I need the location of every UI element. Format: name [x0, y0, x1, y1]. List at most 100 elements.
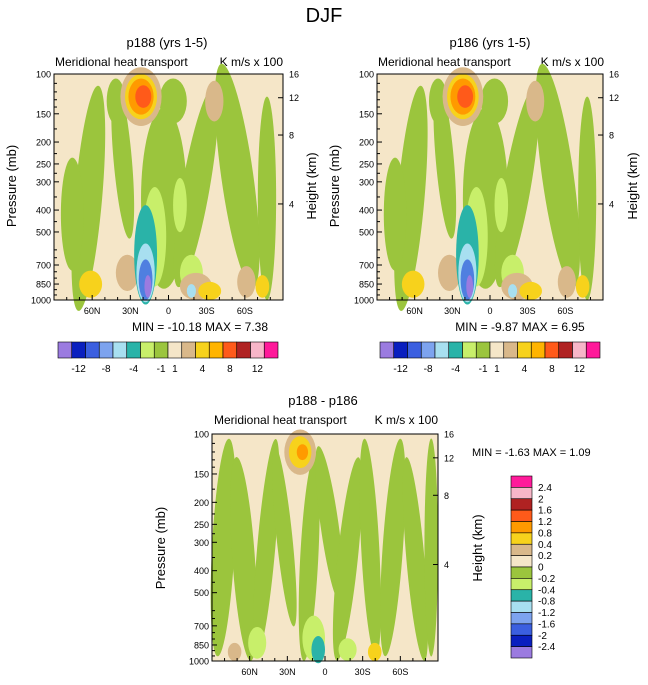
contour-plot — [210, 429, 438, 664]
colorbar-swatch — [517, 341, 532, 359]
min-max-stats: MIN = -10.18 MAX = 7.38 — [132, 320, 268, 334]
x-tick-label: 30S — [520, 306, 536, 316]
y-tick-label: 200 — [359, 138, 374, 148]
colorbar-swatch — [153, 341, 169, 359]
colorbar-swatch — [544, 341, 560, 359]
y-right-tick-label: 8 — [609, 131, 614, 141]
colorbar-swatch — [379, 341, 395, 359]
colorbar-label: 2 — [538, 494, 544, 505]
colorbar-label: 8 — [549, 364, 555, 375]
axes: 100 150 200 250 300 400 500 700 850 1000 16 12 8 4 60N… — [31, 70, 299, 317]
contour-region — [457, 85, 474, 108]
contour-region — [315, 446, 344, 604]
colorbar-swatch — [407, 341, 422, 359]
colorbar-label: 8 — [227, 364, 233, 375]
x-tick-label: 30N — [122, 306, 139, 316]
colorbar-swatch — [510, 566, 533, 579]
colorbar-swatch — [510, 612, 533, 625]
colorbar-label: -1.6 — [538, 619, 556, 630]
panel-difference: p188 - p186 Meridional heat transport K … — [153, 393, 591, 677]
contour-region — [173, 177, 187, 233]
colorbar-swatch — [510, 532, 533, 545]
contour-region — [227, 642, 242, 661]
contour-region — [135, 85, 152, 108]
contour-region — [380, 438, 406, 657]
colorbar-label: 1.2 — [538, 517, 552, 528]
contour-region — [508, 284, 518, 298]
contour-region — [428, 78, 448, 124]
contour-region — [480, 78, 509, 124]
colorbar-swatch — [585, 341, 601, 359]
x-tick-label: 30N — [279, 667, 296, 677]
y-axis-label: Pressure (mb) — [153, 507, 168, 589]
x-tick-label: 60N — [84, 306, 101, 316]
contour-region — [296, 444, 309, 461]
colorbar-label: -8 — [424, 364, 433, 375]
contour-region — [494, 86, 540, 288]
contour-region — [230, 456, 257, 661]
colorbar-swatch — [510, 589, 533, 602]
panel-p186: p186 (yrs 1-5) Meridional heat transport… — [327, 35, 640, 375]
contour-region — [106, 78, 125, 124]
panel-subtitle-right: K m/s x 100 — [541, 55, 605, 69]
y-axis-label: Pressure (mb) — [327, 145, 342, 227]
x-tick-label: 0 — [487, 306, 492, 316]
panel-subtitle-right: K m/s x 100 — [375, 413, 439, 427]
y-right-tick-label: 8 — [444, 491, 449, 501]
panel-subtitle-left: Meridional heat transport — [214, 413, 347, 427]
colorbar-swatch — [503, 341, 518, 359]
y-right-tick-label: 8 — [289, 131, 294, 141]
y-axis-label-right: Height (km) — [470, 514, 485, 581]
colorbar-swatch — [126, 341, 141, 359]
y-tick-label: 150 — [194, 469, 209, 479]
colorbar-swatch — [448, 341, 463, 359]
colorbar-swatch — [98, 341, 114, 359]
colorbar-swatch — [167, 341, 183, 359]
y-tick-label: 150 — [36, 109, 51, 119]
contour-region — [401, 270, 425, 298]
panel-p188: p188 (yrs 1-5) Meridional heat transport… — [4, 35, 319, 375]
contour-plot — [54, 63, 283, 311]
colorbar-label: 12 — [574, 364, 586, 375]
colorbar-swatch — [263, 341, 279, 359]
panel-subtitle-right: K m/s x 100 — [220, 55, 284, 69]
colorbar-label: 0.4 — [538, 540, 552, 551]
contour-region — [159, 78, 187, 124]
y-tick-label: 850 — [194, 640, 209, 650]
panel-subtitle-left: Meridional heat transport — [55, 55, 188, 69]
x-tick-label: 60S — [392, 667, 408, 677]
x-tick-label: 60N — [241, 667, 258, 677]
colorbar: -12 -8 -4 -1 1 4 8 12 — [379, 341, 601, 375]
colorbar-label: -2.4 — [538, 642, 556, 653]
page-title: DJF — [306, 5, 343, 27]
y-tick-label: 250 — [359, 159, 374, 169]
y-tick-label: 250 — [36, 159, 51, 169]
y-tick-label: 850 — [36, 280, 51, 290]
y-tick-label: 150 — [359, 109, 374, 119]
contour-region — [466, 275, 474, 298]
y-tick-label: 850 — [359, 280, 374, 290]
colorbar: -12 -8 -4 -1 1 4 8 12 — [57, 341, 279, 375]
y-tick-label: 400 — [194, 566, 209, 576]
contour-region — [298, 456, 320, 661]
y-tick-label: 100 — [359, 70, 374, 80]
y-tick-label: 700 — [359, 260, 374, 270]
contour-region — [578, 96, 597, 300]
contour-region — [214, 63, 260, 288]
contour-plot — [377, 63, 603, 311]
contour-region — [332, 457, 363, 661]
y-tick-label: 400 — [36, 206, 51, 216]
contour-region — [79, 270, 103, 298]
contour-region — [557, 266, 576, 298]
contour-region — [173, 86, 219, 288]
contour-region — [198, 281, 222, 300]
colorbar-label: 1 — [172, 364, 178, 375]
colorbar-swatch — [510, 600, 533, 613]
panel-subtitle-left: Meridional heat transport — [378, 55, 511, 69]
colorbar-swatch — [181, 341, 196, 359]
contour-region — [494, 177, 509, 233]
colorbar-swatch — [510, 475, 533, 488]
colorbar-swatch — [510, 498, 533, 511]
colorbar-label: -4 — [129, 364, 138, 375]
colorbar-swatch — [195, 341, 210, 359]
